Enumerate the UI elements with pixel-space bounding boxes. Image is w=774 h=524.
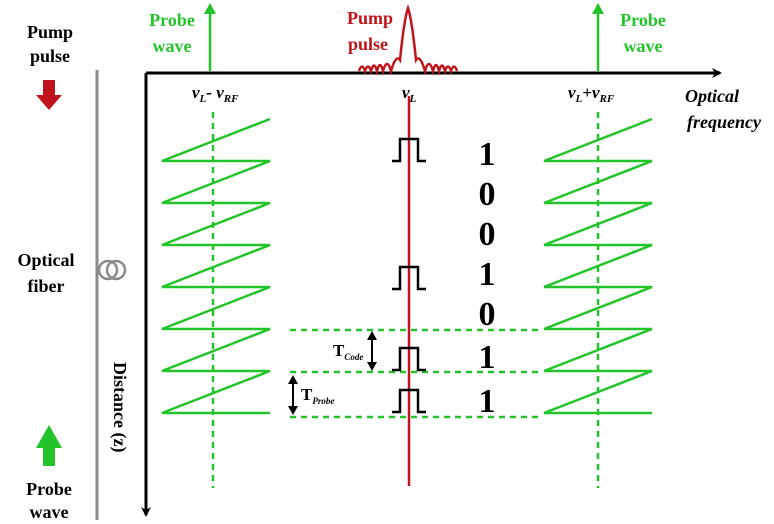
pump-pulse-top-line1: Pump: [347, 8, 393, 28]
probe-wave-top-right-line2: wave: [624, 36, 663, 56]
pump-pulse-left-label-line1: Pump: [27, 22, 73, 42]
freq-label-left: vL- vRF: [192, 83, 239, 105]
freq-label-right: vL+vRF: [568, 83, 615, 105]
freq-label-center: vL: [402, 83, 417, 105]
code-bit-2: 0: [479, 176, 496, 213]
pump-spectrum-curve: [357, 4, 459, 76]
probe-left-arrow-head: [204, 3, 216, 14]
probe-wave-top-left-line1: Probe: [149, 10, 195, 30]
code-pulse-1: [392, 137, 426, 163]
probe-right-arrow-head: [592, 3, 604, 14]
down-arrow-icon: [36, 80, 62, 110]
probe-wave-bottom-label-line2: wave: [30, 502, 69, 522]
code-pulse-2: [392, 265, 426, 291]
code-bit-6: 1: [479, 339, 496, 376]
optical-frequency-label-line1: Optical: [685, 86, 739, 106]
probe-left-zigzag: [161, 117, 271, 415]
t-code-label: TCode: [333, 341, 363, 362]
probe-wave-top-right-line1: Probe: [620, 10, 666, 30]
distance-axis-label: Distance (z): [109, 362, 130, 452]
optical-fiber-label-line1: Optical: [18, 250, 75, 270]
code-bit-3: 0: [479, 216, 496, 253]
code-bit-7: 1: [479, 383, 496, 420]
code-pulse-4: [392, 388, 426, 414]
t-code-marker: [367, 331, 377, 371]
optical-frequency-label-line2: frequency: [687, 112, 762, 132]
code-pulse-3: [392, 346, 426, 372]
code-bit-5: 0: [479, 296, 496, 333]
fiber-coil-icon: [97, 259, 127, 281]
probe-right-zigzag: [543, 117, 653, 415]
probe-wave-top-left-line2: wave: [153, 36, 192, 56]
t-probe-marker: [288, 375, 298, 415]
t-probe-label: TProbe: [301, 385, 334, 406]
code-bit-1: 1: [479, 136, 496, 173]
probe-wave-bottom-label-line1: Probe: [26, 479, 72, 499]
up-arrow-icon: [36, 425, 62, 466]
pump-pulse-top-line2: pulse: [348, 34, 388, 54]
pump-pulse-left-label-line2: pulse: [30, 46, 70, 66]
code-bit-4: 1: [479, 256, 496, 293]
optical-fiber-label-line2: fiber: [28, 276, 65, 296]
